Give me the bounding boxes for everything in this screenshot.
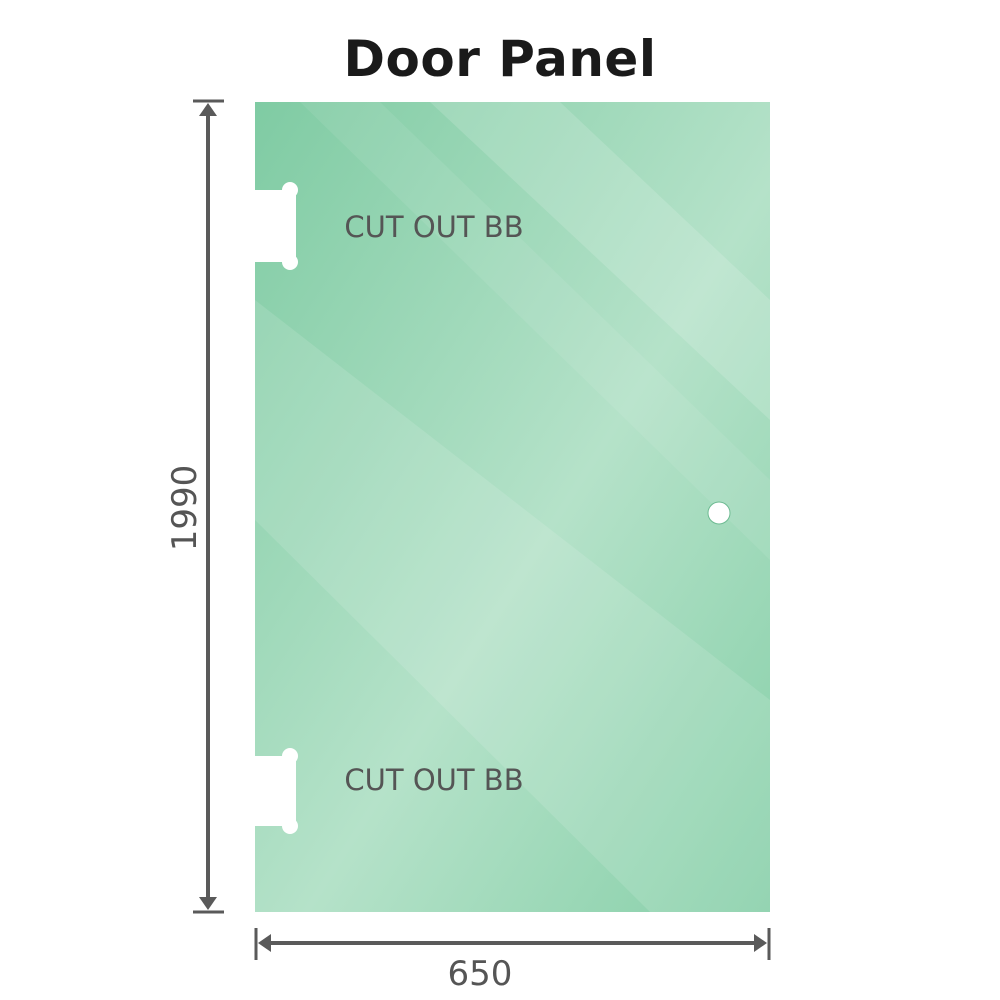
height-dimension-line [193,99,224,914]
bottom-cutout [254,748,298,834]
width-dimension-line [254,928,771,960]
cutout-label-bottom: CUT OUT BB [344,763,523,797]
glass-panel [255,102,770,912]
cutout-label-top: CUT OUT BB [344,210,523,244]
height-label: 1990 [165,465,205,552]
top-cutout [254,182,298,270]
width-label: 650 [448,954,513,994]
handle-hole [707,501,731,525]
diagram-title: Door Panel [343,30,657,88]
